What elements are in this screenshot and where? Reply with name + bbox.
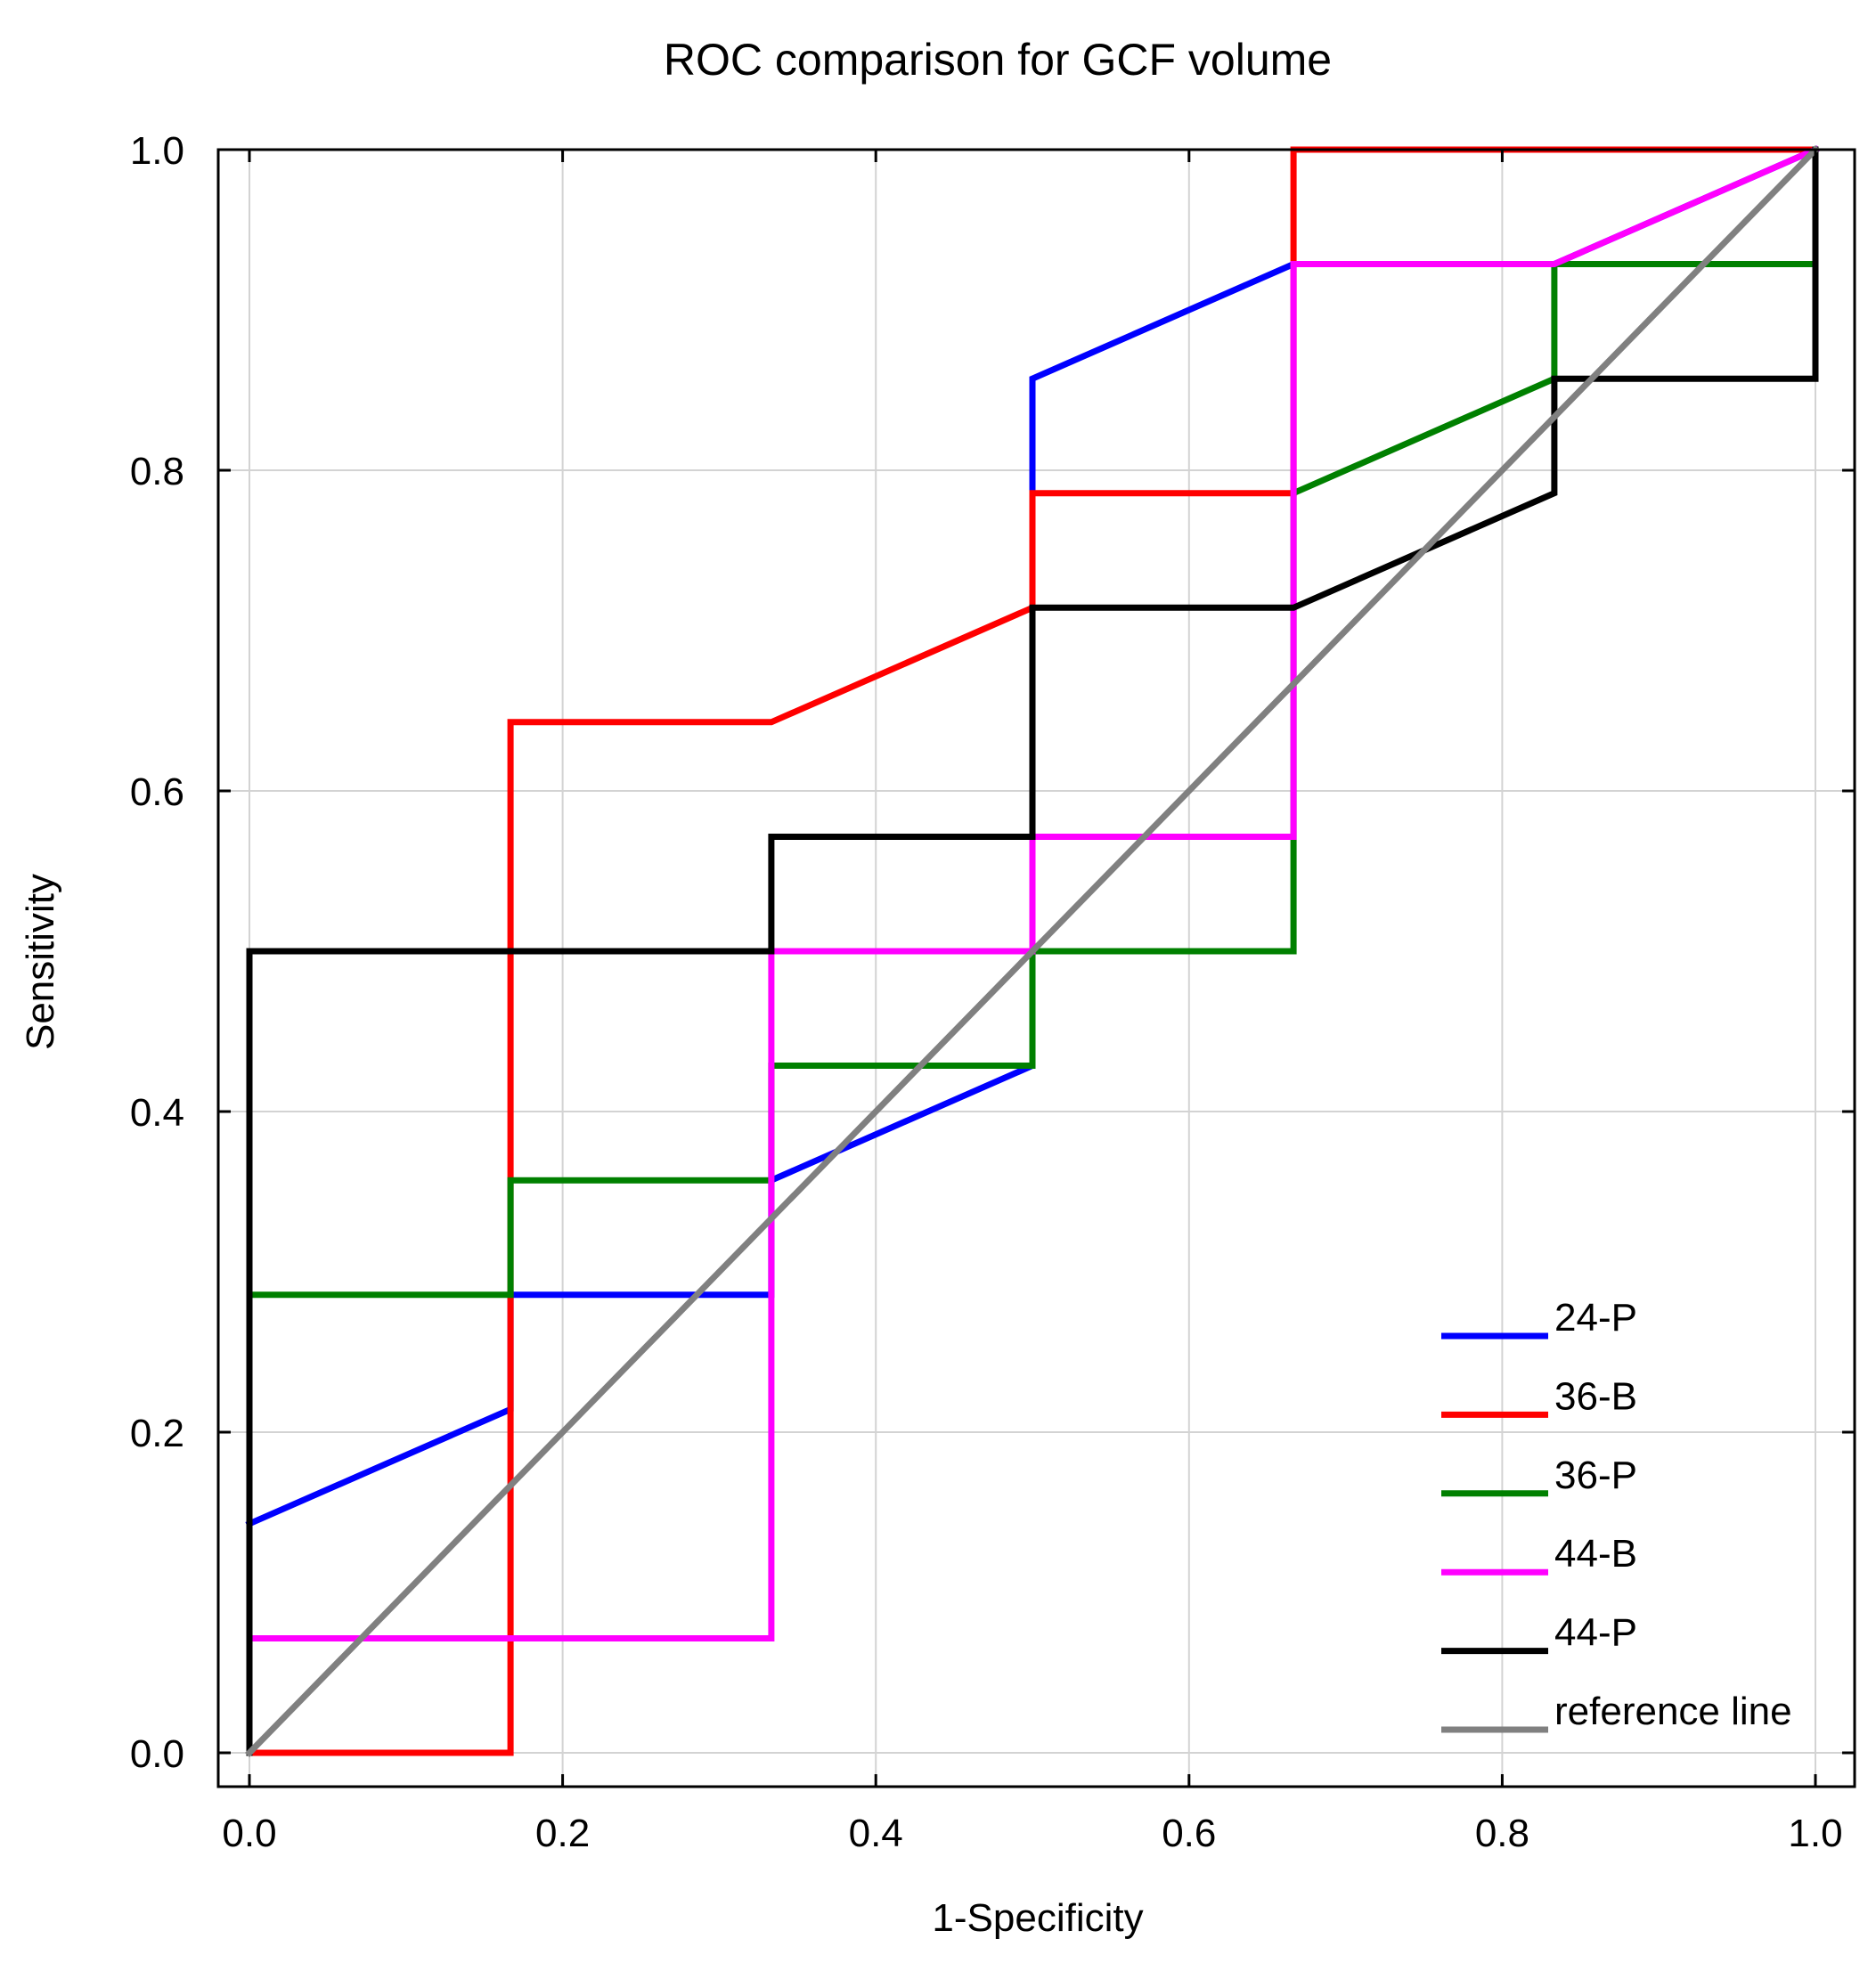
legend-label-24-p: 24-P xyxy=(1554,1296,1637,1340)
y-tick-label: 0.2 xyxy=(130,1412,184,1455)
legend: 24-P 36-B 36-P 44-B 44-P reference line xyxy=(1441,1296,1792,1733)
plot-area-frame xyxy=(216,148,1856,1788)
y-tick-label: 0.4 xyxy=(130,1091,184,1135)
legend-label-44-b: 44-B xyxy=(1554,1532,1637,1576)
y-tick-label: 0.0 xyxy=(130,1732,184,1776)
chart-title: ROC comparison for GCF volume xyxy=(664,35,1332,85)
tick-layer: 0.0 0.2 0.4 0.6 0.8 1.0 0.0 0.2 0.4 0.6 0.8 1.0 xyxy=(130,129,1855,1855)
legend-label-reference-line: reference line xyxy=(1554,1690,1792,1733)
series-layer xyxy=(245,145,1820,1757)
series-line-reference-line xyxy=(245,145,1820,1757)
x-tick-label: 0.8 xyxy=(1475,1812,1529,1855)
legend-label-36-b: 36-B xyxy=(1554,1374,1637,1418)
x-tick-label: 0.6 xyxy=(1162,1812,1216,1855)
series-line-44-p xyxy=(246,146,1819,1756)
y-axis-label: Sensitivity xyxy=(19,874,62,1050)
y-tick-label: 0.6 xyxy=(130,770,184,814)
x-tick-label: 0.2 xyxy=(535,1812,590,1855)
legend-label-44-p: 44-P xyxy=(1554,1611,1637,1655)
y-tick-label: 1.0 xyxy=(130,129,184,173)
y-tick-label: 0.8 xyxy=(130,450,184,493)
x-tick-label: 1.0 xyxy=(1788,1812,1842,1855)
x-tick-label: 0.0 xyxy=(222,1812,276,1855)
x-tick-label: 0.4 xyxy=(849,1812,903,1855)
legend-label-36-p: 36-P xyxy=(1554,1454,1637,1497)
x-axis-label: 1-Specificity xyxy=(932,1896,1143,1940)
